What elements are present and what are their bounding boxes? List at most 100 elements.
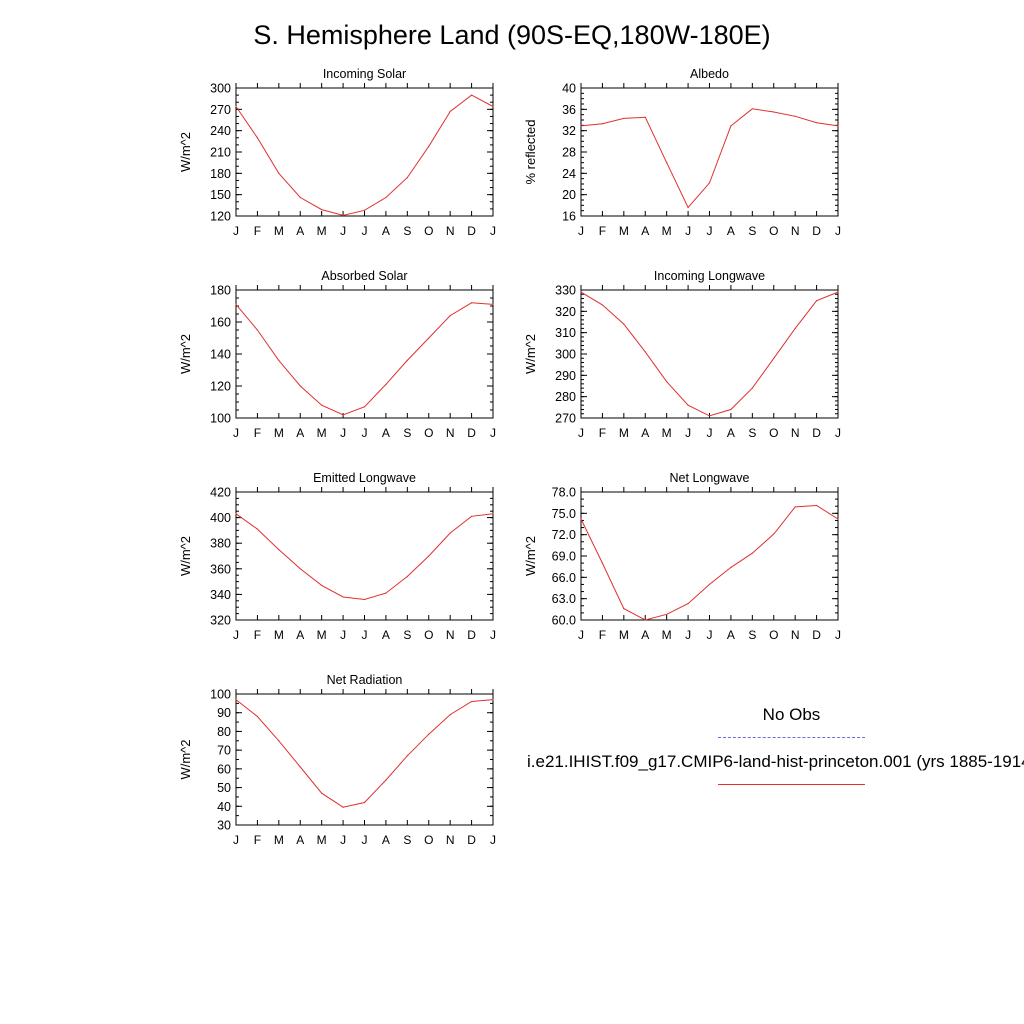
- incoming-solar-x-tick-label: S: [403, 224, 411, 238]
- legend-obs-label: No Obs: [762, 705, 821, 724]
- incoming-longwave-x-tick-label: S: [748, 426, 756, 440]
- incoming-solar-y-tick-label: 210: [210, 146, 231, 160]
- incoming-solar-x-tick-label: A: [296, 224, 304, 238]
- net-radiation-x-tick-label: M: [317, 833, 327, 847]
- emitted-longwave-x-tick-label: F: [254, 628, 261, 642]
- incoming-solar-data-point: [428, 145, 430, 147]
- albedo-x-tick-label: F: [599, 224, 606, 238]
- net-radiation-frame: [235, 693, 494, 826]
- absorbed-solar-data-point: [449, 315, 451, 317]
- net-radiation-data-point: [492, 699, 494, 701]
- net-longwave-data-point: [730, 566, 732, 568]
- net-radiation-data-point: [342, 806, 344, 808]
- incoming-longwave-data-point: [815, 300, 818, 302]
- net-longwave-x-tick-label: M: [619, 628, 629, 642]
- net-longwave-y-tick-label: 75.0: [552, 507, 576, 521]
- albedo-x-tick-label: J: [578, 224, 584, 238]
- net-radiation-x-tick-label: M: [274, 833, 284, 847]
- net-longwave-x-tick-label: D: [812, 628, 821, 642]
- net-longwave-x-tick-label: J: [707, 628, 713, 642]
- albedo-data-point: [580, 125, 582, 127]
- net-longwave-data-point: [687, 603, 689, 605]
- emitted-longwave-x-tick-label: O: [424, 628, 433, 642]
- net-radiation-x-tick-label: J: [362, 833, 368, 847]
- absorbed-solar-data-point: [363, 406, 366, 408]
- incoming-longwave-data-point: [773, 357, 775, 359]
- incoming-solar-data-point: [385, 196, 387, 199]
- emitted-longwave-x-tick-label: M: [317, 628, 327, 642]
- incoming-longwave-data-point: [837, 291, 839, 293]
- incoming-longwave-data-point: [708, 415, 711, 417]
- emitted-longwave-data-point: [321, 584, 323, 587]
- incoming-longwave-x-tick-label: A: [727, 426, 735, 440]
- albedo-x-tick-label: N: [791, 224, 800, 238]
- absorbed-solar-y-tick-label: 160: [210, 316, 231, 330]
- emitted-longwave-y-tick-label: 320: [210, 614, 231, 628]
- net-longwave-x-tick-label: N: [791, 628, 800, 642]
- net-longwave-x-tick-label: A: [727, 628, 735, 642]
- absorbed-solar-x-tick-label: A: [296, 426, 304, 440]
- incoming-longwave-data-point: [623, 323, 625, 325]
- net-longwave-data-point: [773, 533, 775, 535]
- net-radiation-data-point: [299, 766, 301, 768]
- page-title: S. Hemisphere Land (90S-EQ,180W-180E): [253, 20, 771, 50]
- absorbed-solar-y-tick-label: 120: [210, 380, 231, 394]
- incoming-solar-data-point: [470, 94, 473, 96]
- absorbed-solar-y-tick-label: 100: [210, 412, 231, 426]
- absorbed-solar-data-point: [492, 303, 494, 305]
- incoming-solar-y-tick-label: 120: [210, 210, 231, 224]
- net-radiation-x-tick-label: J: [340, 833, 346, 847]
- legend-model-label: i.e21.IHIST.f09_g17.CMIP6-land-hist-prin…: [527, 752, 1024, 771]
- net-longwave-y-tick-label: 63.0: [552, 592, 576, 606]
- incoming-solar-data-point: [278, 172, 280, 174]
- incoming-longwave-data-point: [687, 404, 689, 406]
- emitted-longwave-x-tick-label: J: [490, 628, 496, 642]
- albedo-data-point: [666, 162, 668, 164]
- absorbed-solar-x-tick-label: O: [424, 426, 433, 440]
- legend-model-line: [718, 784, 865, 785]
- absorbed-solar-data-point: [235, 303, 237, 305]
- absorbed-solar-y-axis-label: W/m^2: [178, 334, 193, 374]
- incoming-longwave-data-point: [580, 291, 582, 293]
- net-radiation-data-point: [363, 801, 366, 804]
- incoming-solar-data-point: [235, 105, 237, 108]
- albedo-data-point: [815, 122, 818, 124]
- incoming-longwave-x-tick-label: J: [578, 426, 584, 440]
- emitted-longwave-y-tick-label: 380: [210, 537, 231, 551]
- emitted-longwave-data-point: [342, 596, 344, 598]
- albedo-x-tick-label: M: [662, 224, 672, 238]
- albedo-data-point: [751, 108, 753, 110]
- incoming-longwave-y-tick-label: 280: [555, 390, 576, 404]
- emitted-longwave-data-point: [406, 575, 408, 578]
- incoming-solar-data-point: [256, 137, 259, 139]
- incoming-solar-title: Incoming Solar: [323, 67, 406, 81]
- net-radiation-y-tick-label: 90: [217, 706, 231, 720]
- net-longwave-data-point: [815, 504, 818, 507]
- albedo-x-tick-label: A: [641, 224, 649, 238]
- net-radiation-y-tick-label: 30: [217, 819, 231, 833]
- albedo-x-tick-label: J: [835, 224, 841, 238]
- net-radiation-data-point: [428, 733, 430, 735]
- albedo-y-tick-label: 36: [562, 103, 576, 117]
- net-longwave-data-point: [751, 552, 753, 554]
- net-longwave-data-point: [837, 518, 839, 520]
- albedo-x-tick-label: J: [685, 224, 691, 238]
- albedo-frame: [580, 87, 839, 217]
- albedo-x-tick-label: O: [769, 224, 778, 238]
- emitted-longwave-data-point: [492, 513, 494, 515]
- incoming-solar-panel: J F M A M J J A S O N D J120150180210240270300Incomi…: [178, 67, 496, 238]
- emitted-longwave-x-tick-label: M: [274, 628, 284, 642]
- emitted-longwave-data-point: [385, 592, 387, 594]
- net-longwave-x-tick-label: O: [769, 628, 778, 642]
- incoming-solar-x-tick-label: D: [467, 224, 476, 238]
- emitted-longwave-x-tick-label: N: [446, 628, 455, 642]
- albedo-data-point: [623, 117, 625, 119]
- albedo-data-point: [730, 125, 732, 127]
- net-radiation-x-tick-label: S: [403, 833, 411, 847]
- albedo-y-axis-label: % reflected: [523, 119, 538, 184]
- net-radiation-x-tick-label: A: [382, 833, 390, 847]
- net-radiation-data-point: [235, 699, 237, 701]
- albedo-data-point: [708, 182, 711, 184]
